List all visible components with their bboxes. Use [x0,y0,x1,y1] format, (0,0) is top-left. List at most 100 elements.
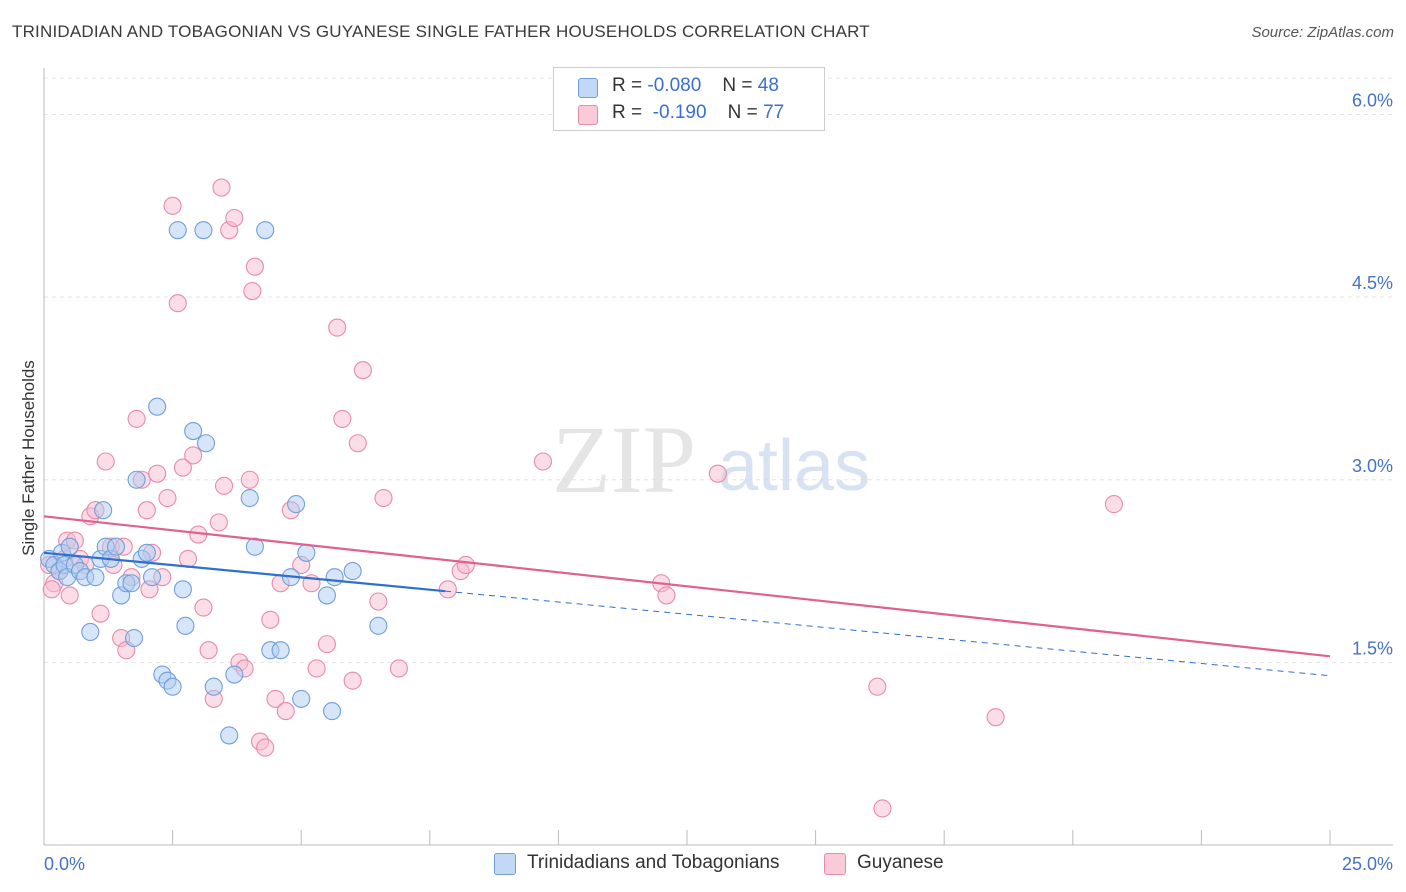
point-guyanese [266,689,285,708]
point-trinidadian [225,665,244,684]
source-label: Source: ZipAtlas.com [1251,24,1394,41]
point-trinidadian [60,537,79,556]
legend-swatch-blue [578,78,598,98]
point-guyanese [374,488,393,508]
point-guyanese [261,610,280,629]
point-trinidadian [124,628,144,648]
y-tick-label: 1.5% [1352,638,1393,658]
legend-n-label: N = [722,75,753,96]
point-trinidadian [297,543,316,562]
point-guyanese [178,549,198,568]
point-guyanese [307,659,326,678]
point-trinidadian [194,221,213,240]
data-points [40,178,1124,818]
y-tick-label: 6.0% [1352,91,1393,111]
point-trinidadian [287,495,306,514]
bottom-legend-label: Trinidadians and Tobagonians [527,852,780,873]
point-guyanese [158,488,177,508]
x-tick-label-max: 25.0% [1342,854,1393,874]
point-trinidadian [369,616,388,635]
point-guyanese [317,635,336,654]
legend-swatch-pink [578,105,598,125]
correlation-legend: R = -0.080 N = 48 R = -0.190 N = 77 [553,67,825,131]
point-trinidadian [137,543,156,562]
trendline-trinidadian [43,551,446,593]
point-trinidadian [127,470,146,489]
point-trinidadian [94,501,113,520]
point-guyanese [353,361,372,380]
point-guyanese [328,318,347,337]
point-guyanese [168,294,187,313]
legend-r-label: R = [612,75,643,96]
point-trinidadian [122,574,141,593]
point-guyanese [225,208,244,228]
point-guyanese [256,738,275,757]
point-guyanese [343,671,362,690]
point-guyanese [986,708,1005,727]
point-trinidadian [148,397,167,416]
point-trinidadian [317,586,336,605]
point-guyanese [456,555,475,575]
trendline-guyanese [43,515,1331,658]
point-trinidadian [173,580,192,599]
point-trinidadian [220,726,239,745]
point-guyanese [173,458,192,477]
point-trinidadian [323,702,342,721]
watermark-atlas: atlas [718,426,870,506]
bottom-legend-swatch-pink [824,853,846,875]
legend-n-label: N = [727,102,758,123]
point-guyanese [199,641,218,660]
point-trinidadian [292,689,311,708]
point-guyanese [245,257,264,276]
point-trinidadian [176,616,195,635]
point-guyanese [148,464,167,483]
trendline-trinidadian-extrapolated [445,590,1331,677]
point-guyanese [96,452,115,471]
point-guyanese [438,580,457,599]
legend-n-value: 48 [757,75,779,96]
point-guyanese [184,446,203,465]
y-axis-label: Single Father Households [19,360,38,556]
point-guyanese [240,470,259,489]
axes [43,68,1393,846]
point-trinidadian [196,434,216,453]
point-trinidadian [271,641,290,660]
point-trinidadian [343,562,362,581]
point-trinidadian [168,221,187,240]
bottom-legend-swatch-blue [494,853,516,875]
point-guyanese [209,513,228,532]
legend-r-label: R = [612,102,643,123]
point-guyanese [137,501,156,520]
point-guyanese [708,464,727,483]
chart-title: TRINIDADIAN AND TOBAGONIAN VS GUYANESE S… [12,22,870,41]
point-guyanese [873,799,892,818]
legend-r-value: -0.080 [647,75,702,96]
point-guyanese [163,196,182,215]
y-tick-label: 4.5% [1352,273,1393,293]
point-guyanese [333,409,352,428]
point-guyanese [276,702,295,721]
point-guyanese [127,409,146,428]
point-guyanese [533,452,553,471]
point-guyanese [214,476,234,495]
point-guyanese [389,659,408,678]
grid-lines: 1.5% 3.0% 4.5% 6.0% [44,77,1393,663]
point-trinidadian [184,422,203,441]
x-tick-label-min: 0.0% [44,854,85,874]
point-guyanese [657,586,676,605]
point-guyanese [1104,495,1124,514]
trend-lines [43,515,1331,677]
legend-n-value: 77 [763,102,785,123]
point-trinidadian [325,568,344,587]
point-guyanese [243,282,262,301]
point-guyanese [42,580,61,599]
point-trinidadian [106,537,126,556]
legend-r-value: -0.190 [652,102,707,123]
point-trinidadian [163,677,182,696]
point-guyanese [60,586,79,605]
point-guyanese [212,178,231,197]
point-trinidadian [142,568,162,587]
y-tick-label: 3.0% [1352,456,1393,476]
point-trinidadian [256,221,275,240]
